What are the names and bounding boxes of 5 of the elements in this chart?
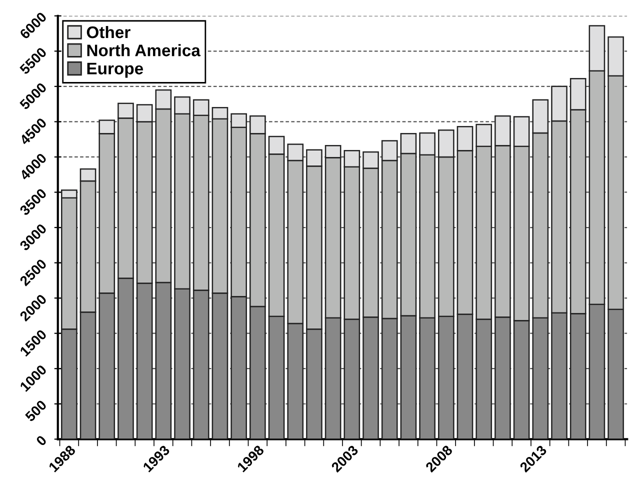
legend-label: Other (86, 26, 130, 38)
y-tick-label: 500 (24, 400, 48, 422)
y-tick-label: 0 (36, 434, 48, 446)
legend-label: Europe (87, 62, 144, 78)
legend-label: North America (87, 44, 201, 56)
